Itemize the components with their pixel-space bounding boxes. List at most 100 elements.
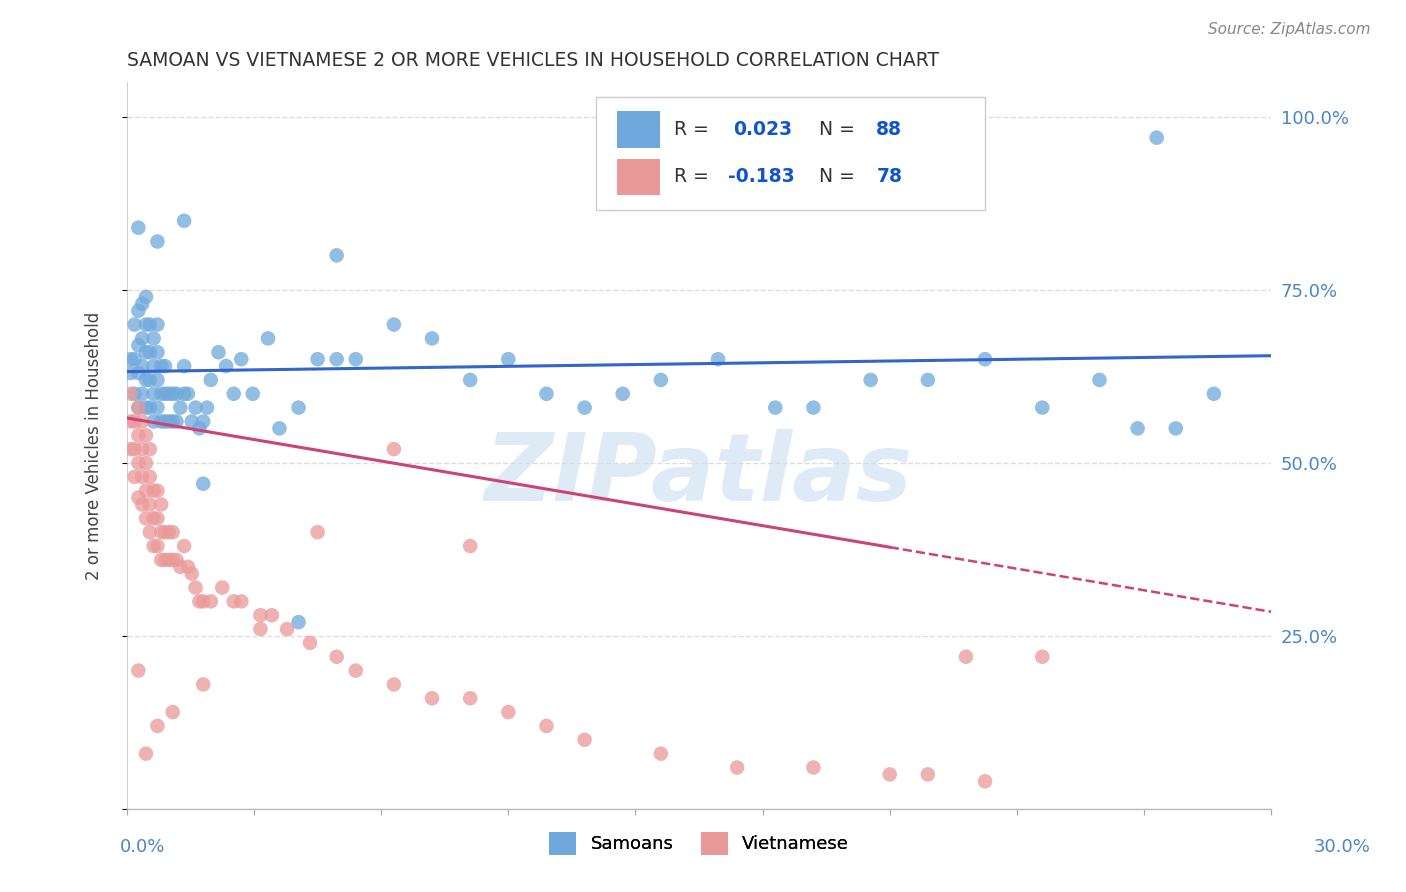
- Point: [162, 553, 184, 567]
- Point: [1088, 373, 1111, 387]
- Point: [344, 664, 367, 678]
- Point: [276, 622, 298, 636]
- Point: [879, 767, 901, 781]
- Point: [173, 539, 195, 553]
- Point: [146, 719, 169, 733]
- Point: [222, 386, 245, 401]
- Point: [536, 719, 558, 733]
- Point: [139, 498, 162, 512]
- Point: [917, 373, 939, 387]
- Point: [222, 594, 245, 608]
- Point: [917, 767, 939, 781]
- Point: [146, 345, 169, 359]
- Point: [974, 352, 997, 367]
- Point: [157, 553, 180, 567]
- Point: [803, 760, 825, 774]
- Point: [135, 747, 157, 761]
- Point: [124, 442, 146, 457]
- Point: [153, 359, 176, 373]
- Point: [188, 421, 211, 435]
- Point: [135, 483, 157, 498]
- Point: [120, 352, 142, 367]
- Point: [325, 649, 347, 664]
- Point: [974, 774, 997, 789]
- Point: [139, 470, 162, 484]
- Point: [382, 677, 405, 691]
- Point: [193, 677, 215, 691]
- Point: [150, 498, 173, 512]
- Text: N =: N =: [820, 120, 860, 139]
- Point: [131, 297, 153, 311]
- Point: [707, 352, 730, 367]
- Point: [120, 366, 142, 380]
- Point: [184, 581, 207, 595]
- Point: [120, 442, 142, 457]
- Point: [193, 414, 215, 428]
- Point: [135, 373, 157, 387]
- Point: [287, 615, 309, 629]
- Point: [249, 622, 271, 636]
- Point: [157, 414, 180, 428]
- Point: [162, 525, 184, 540]
- Point: [498, 705, 520, 719]
- Point: [650, 373, 672, 387]
- Point: [146, 483, 169, 498]
- Point: [200, 373, 222, 387]
- Point: [124, 470, 146, 484]
- Point: [139, 373, 162, 387]
- Point: [162, 386, 184, 401]
- Point: [458, 691, 481, 706]
- Point: [153, 414, 176, 428]
- Point: [120, 414, 142, 428]
- Point: [1126, 421, 1149, 435]
- Point: [153, 386, 176, 401]
- Point: [612, 386, 634, 401]
- Point: [1164, 421, 1187, 435]
- Point: [146, 373, 169, 387]
- Point: [180, 414, 202, 428]
- Text: SAMOAN VS VIETNAMESE 2 OR MORE VEHICLES IN HOUSEHOLD CORRELATION CHART: SAMOAN VS VIETNAMESE 2 OR MORE VEHICLES …: [127, 51, 939, 70]
- Point: [150, 359, 173, 373]
- Point: [287, 401, 309, 415]
- Point: [307, 352, 329, 367]
- Point: [257, 331, 280, 345]
- Y-axis label: 2 or more Vehicles in Household: 2 or more Vehicles in Household: [86, 311, 103, 580]
- Point: [166, 386, 188, 401]
- Point: [131, 442, 153, 457]
- Point: [150, 525, 173, 540]
- Legend: Samoans, Vietnamese: Samoans, Vietnamese: [541, 825, 856, 862]
- Point: [146, 235, 169, 249]
- Point: [166, 553, 188, 567]
- Point: [135, 345, 157, 359]
- Point: [131, 414, 153, 428]
- Point: [1146, 130, 1168, 145]
- Point: [269, 421, 291, 435]
- Point: [162, 705, 184, 719]
- Point: [157, 386, 180, 401]
- Point: [955, 649, 977, 664]
- Text: 88: 88: [876, 120, 903, 139]
- Point: [150, 553, 173, 567]
- Point: [177, 559, 200, 574]
- Point: [127, 401, 149, 415]
- Point: [142, 359, 165, 373]
- Point: [124, 386, 146, 401]
- FancyBboxPatch shape: [596, 97, 986, 210]
- Point: [536, 386, 558, 401]
- Point: [127, 366, 149, 380]
- Point: [725, 760, 748, 774]
- Point: [207, 345, 229, 359]
- Point: [127, 303, 149, 318]
- Point: [162, 414, 184, 428]
- FancyBboxPatch shape: [617, 112, 659, 148]
- Point: [157, 525, 180, 540]
- Point: [139, 525, 162, 540]
- Text: ZIPatlas: ZIPatlas: [485, 429, 912, 521]
- Text: 0.0%: 0.0%: [120, 838, 165, 855]
- Point: [142, 539, 165, 553]
- Point: [650, 747, 672, 761]
- Point: [574, 401, 596, 415]
- Point: [142, 331, 165, 345]
- Point: [420, 691, 443, 706]
- Point: [382, 318, 405, 332]
